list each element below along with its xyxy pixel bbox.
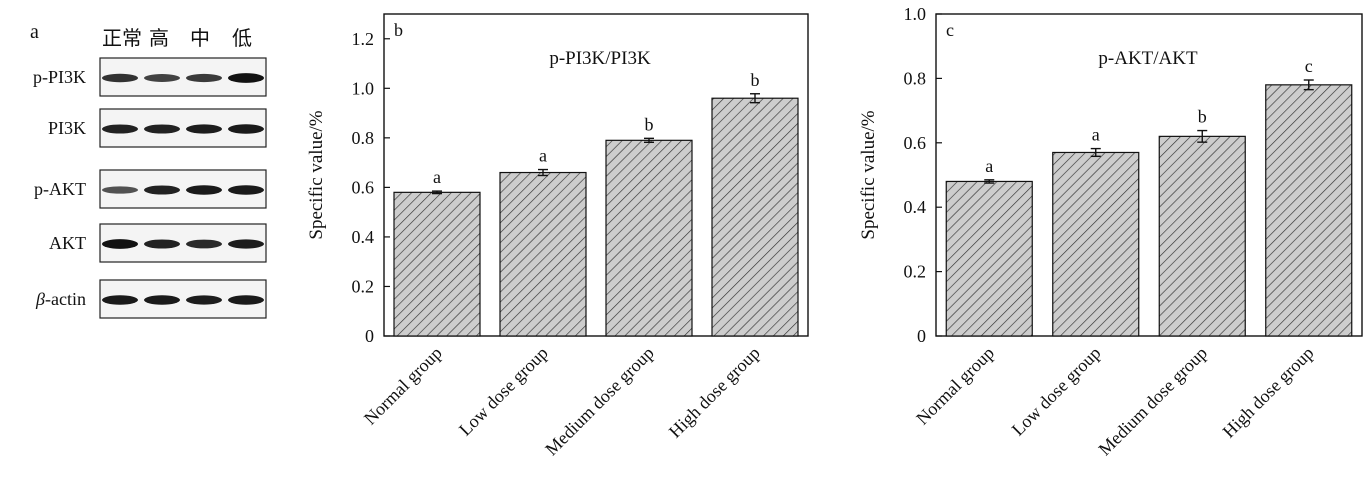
y-tick-label: 0.4	[904, 197, 927, 217]
y-axis-label: Specific value/%	[858, 110, 879, 239]
x-category-label: High dose group	[665, 343, 764, 442]
y-tick-label: 1.2	[352, 29, 375, 49]
wb-row-label: β-actin	[35, 289, 86, 309]
wb-band	[228, 295, 264, 305]
wb-band	[228, 73, 264, 83]
wb-band	[186, 73, 222, 83]
y-tick-label: 1.0	[352, 78, 375, 98]
significance-letter: b	[751, 70, 760, 90]
bar	[393, 191, 481, 337]
wb-band	[228, 239, 264, 249]
wb-band	[144, 295, 180, 305]
y-tick-label: 0.2	[904, 262, 927, 282]
x-category-label: High dose group	[1219, 343, 1318, 442]
bar	[1052, 151, 1140, 337]
wb-band	[186, 295, 222, 305]
wb-row: PI3K	[48, 108, 267, 148]
significance-letter: a	[539, 146, 547, 166]
wb-band	[102, 186, 138, 194]
y-tick-label: 0	[365, 326, 374, 346]
chart-title: p-PI3K/PI3K	[549, 48, 651, 69]
y-tick-label: 1.0	[904, 4, 927, 24]
bar	[1158, 135, 1246, 337]
wb-band	[144, 74, 180, 82]
bar	[945, 180, 1033, 337]
wb-band	[102, 239, 138, 249]
wb-column-label: 中	[190, 27, 210, 50]
wb-row: p-AKT	[34, 169, 267, 209]
wb-band	[102, 73, 138, 83]
wb-band	[186, 239, 222, 249]
wb-row-label: p-AKT	[34, 179, 86, 199]
wb-row-label: PI3K	[48, 118, 86, 138]
significance-letter: c	[1305, 56, 1313, 76]
wb-column-label: 高	[149, 27, 169, 50]
western-blot-panel: a 正常高中低 p-PI3K PI3K p-AKT AKT β-actin	[30, 21, 267, 319]
wb-band	[144, 185, 180, 195]
wb-band	[102, 124, 138, 134]
x-category-label: Normal group	[360, 343, 446, 429]
bar	[1265, 84, 1353, 337]
bar-chart-c: 0 0.2 0.4 0.6 0.8 1.0 Specific value/% c p-AKT/A…	[858, 4, 1363, 460]
panel-label: b	[394, 20, 403, 40]
wb-band	[228, 185, 264, 195]
plot-frame	[935, 13, 1363, 337]
plot-frame	[383, 13, 809, 337]
wb-band	[228, 124, 264, 134]
wb-band	[102, 295, 138, 305]
x-category-label: Medium dose group	[1094, 343, 1211, 460]
y-tick-label: 0.6	[352, 177, 375, 197]
y-tick-label: 0.2	[352, 276, 375, 296]
wb-band	[186, 124, 222, 134]
bar-chart-b: 0 0.2 0.4 0.6 0.8 1.0 1.2 Specific value/% b p-PI…	[306, 13, 809, 460]
significance-letter: a	[1092, 125, 1100, 145]
y-tick-label: 0.8	[352, 128, 375, 148]
significance-letter: a	[985, 156, 993, 176]
x-category-label: Low dose group	[1008, 343, 1105, 440]
bar	[711, 97, 799, 337]
panel-a-label: a	[30, 21, 39, 43]
wb-row: β-actin	[35, 279, 267, 319]
wb-column-label: 正常	[102, 27, 142, 50]
significance-letter: b	[1198, 107, 1207, 127]
x-category-label: Low dose group	[455, 343, 552, 440]
y-tick-label: 0	[917, 326, 926, 346]
wb-column-label: 低	[232, 27, 252, 50]
bar	[499, 171, 587, 337]
wb-band	[144, 124, 180, 134]
wb-band	[144, 239, 180, 249]
significance-letter: b	[645, 114, 654, 134]
bar	[605, 139, 693, 337]
wb-row: p-PI3K	[33, 57, 267, 97]
wb-band	[186, 185, 222, 195]
y-tick-label: 0.8	[904, 68, 927, 88]
wb-row-label-suffix: -actin	[45, 289, 86, 309]
y-tick-label: 0.4	[352, 227, 375, 247]
x-category-label: Normal group	[912, 343, 998, 429]
y-axis-label: Specific value/%	[306, 110, 327, 239]
x-category-label: Medium dose group	[541, 343, 658, 460]
wb-row-label: AKT	[49, 233, 86, 253]
wb-row: AKT	[49, 223, 267, 263]
chart-title: p-AKT/AKT	[1098, 48, 1198, 69]
significance-letter: a	[433, 167, 441, 187]
wb-row-label-prefix: β	[35, 289, 45, 309]
panel-label: c	[946, 20, 954, 40]
y-tick-label: 0.6	[904, 133, 927, 153]
wb-row-label: p-PI3K	[33, 67, 86, 87]
